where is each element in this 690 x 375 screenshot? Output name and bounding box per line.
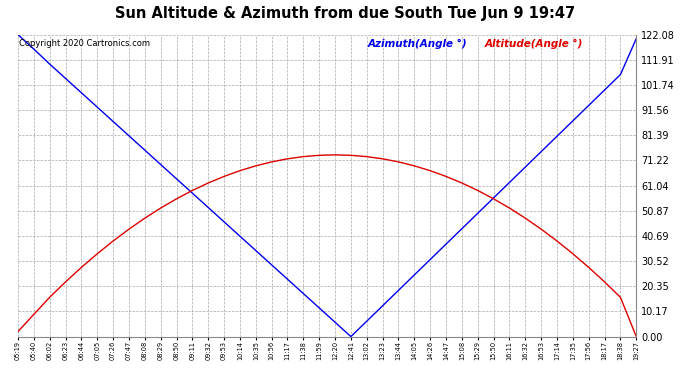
Text: Azimuth(Angle °): Azimuth(Angle °) (367, 39, 467, 50)
Text: Sun Altitude & Azimuth from due South Tue Jun 9 19:47: Sun Altitude & Azimuth from due South Tu… (115, 6, 575, 21)
Text: Altitude(Angle °): Altitude(Angle °) (485, 39, 583, 50)
Text: Copyright 2020 Cartronics.com: Copyright 2020 Cartronics.com (19, 39, 150, 48)
